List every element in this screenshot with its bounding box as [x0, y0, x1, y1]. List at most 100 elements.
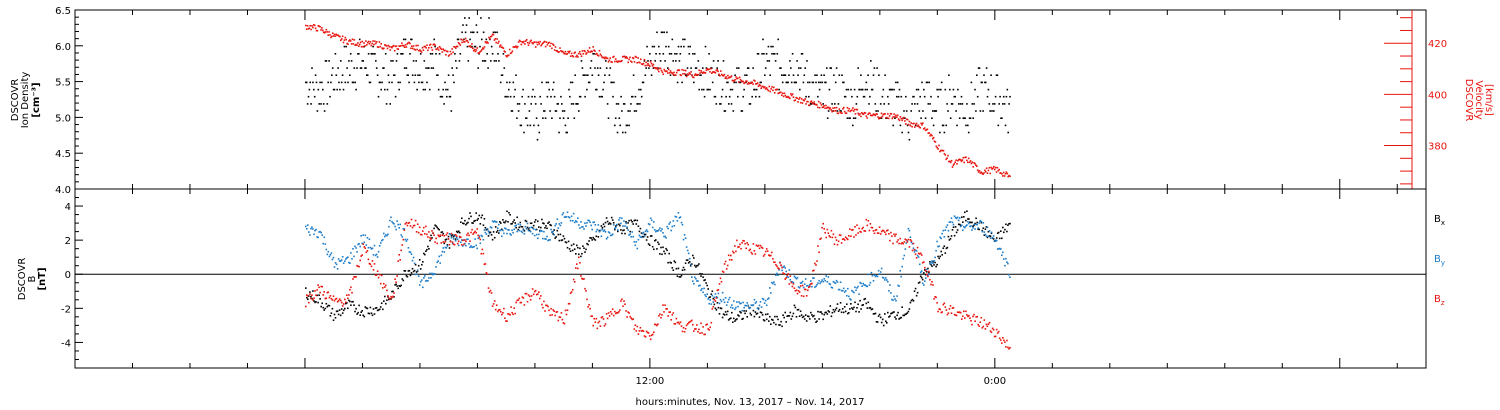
bz-point: [464, 239, 466, 241]
bz-point: [376, 270, 379, 272]
bz-point: [815, 264, 817, 266]
by-point: [876, 275, 879, 278]
density-point: [428, 67, 430, 69]
by-point: [676, 220, 679, 222]
by-point: [677, 212, 680, 214]
bx-point: [461, 217, 463, 220]
bx-point: [504, 221, 506, 224]
bz-point: [784, 278, 786, 280]
velocity-point: [638, 61, 640, 64]
velocity-point: [359, 41, 362, 44]
velocity-point: [842, 108, 844, 110]
bz-point: [786, 274, 788, 276]
velocity-point: [606, 57, 609, 60]
density-point: [905, 95, 907, 98]
velocity-point: [535, 41, 538, 44]
density-point: [795, 81, 797, 84]
by-point: [661, 228, 663, 230]
velocity-point: [339, 35, 341, 38]
bz-point: [611, 308, 614, 310]
bx-point: [735, 318, 737, 321]
by-point: [461, 239, 463, 241]
density-point: [413, 81, 416, 84]
velocity-point: [826, 106, 829, 109]
bx-point: [855, 310, 857, 313]
bz-point: [814, 262, 816, 265]
by-point: [953, 215, 956, 217]
by-point: [709, 299, 711, 301]
velocity-point: [927, 132, 930, 134]
by-point: [371, 247, 374, 250]
density-point: [1003, 103, 1006, 105]
velocity-point: [657, 68, 659, 71]
bz-point: [473, 231, 475, 234]
density-point: [570, 103, 573, 105]
bz-point: [472, 233, 474, 235]
velocity-point: [902, 117, 904, 120]
by-point: [921, 282, 924, 285]
density-point: [918, 110, 921, 112]
bz-point: [985, 323, 988, 326]
density-point: [769, 74, 771, 76]
velocity-point: [508, 54, 510, 57]
bz-point: [414, 219, 417, 222]
density-point: [676, 81, 679, 84]
density-point: [366, 74, 369, 76]
velocity-point: [674, 74, 676, 76]
density-point: [399, 81, 401, 84]
velocity-point: [372, 40, 374, 42]
velocity-point: [931, 134, 933, 137]
velocity-point: [478, 52, 480, 54]
density-point: [494, 31, 497, 34]
bz-point: [768, 254, 770, 256]
bz-point: [821, 226, 823, 229]
by-point: [701, 288, 703, 290]
bx-point: [634, 219, 637, 221]
by-point: [451, 242, 454, 245]
bz-point: [840, 242, 843, 244]
bx-point: [943, 245, 946, 247]
density-point: [712, 60, 715, 62]
by-point: [569, 219, 572, 222]
velocity-point: [990, 166, 992, 169]
by-point: [884, 279, 886, 281]
by-point: [350, 252, 352, 254]
velocity-point: [692, 76, 694, 78]
bx-point: [728, 318, 731, 320]
by-point: [579, 227, 581, 229]
bz-point: [406, 224, 409, 227]
velocity-point: [597, 55, 600, 57]
bx-point: [484, 226, 487, 229]
velocity-point: [420, 51, 423, 53]
density-point: [884, 74, 886, 76]
bx-point: [494, 226, 497, 228]
velocity-point: [398, 45, 400, 47]
velocity-point: [634, 55, 637, 58]
velocity-point: [321, 27, 323, 29]
velocity-point: [918, 126, 921, 128]
by-point: [334, 262, 337, 264]
bx-point: [718, 313, 721, 315]
bx-point: [651, 245, 654, 248]
by-point: [983, 231, 986, 233]
velocity-point: [884, 113, 886, 115]
density-point: [727, 81, 729, 84]
by-point: [889, 284, 891, 286]
bx-point: [990, 232, 993, 235]
by-point: [595, 230, 598, 233]
bx-point: [840, 311, 843, 314]
by-point: [948, 221, 951, 223]
density-point: [772, 45, 774, 48]
bz-point: [763, 253, 766, 256]
bz-point: [532, 293, 535, 296]
bz-point: [654, 323, 656, 326]
bz-point: [770, 254, 772, 257]
by-point: [853, 291, 855, 294]
bx-point: [745, 310, 747, 312]
by-point: [970, 225, 972, 227]
density-point: [640, 88, 642, 91]
velocity-point: [434, 44, 436, 46]
by-point: [688, 257, 691, 260]
bz-point: [514, 312, 516, 315]
by-point: [645, 229, 648, 231]
